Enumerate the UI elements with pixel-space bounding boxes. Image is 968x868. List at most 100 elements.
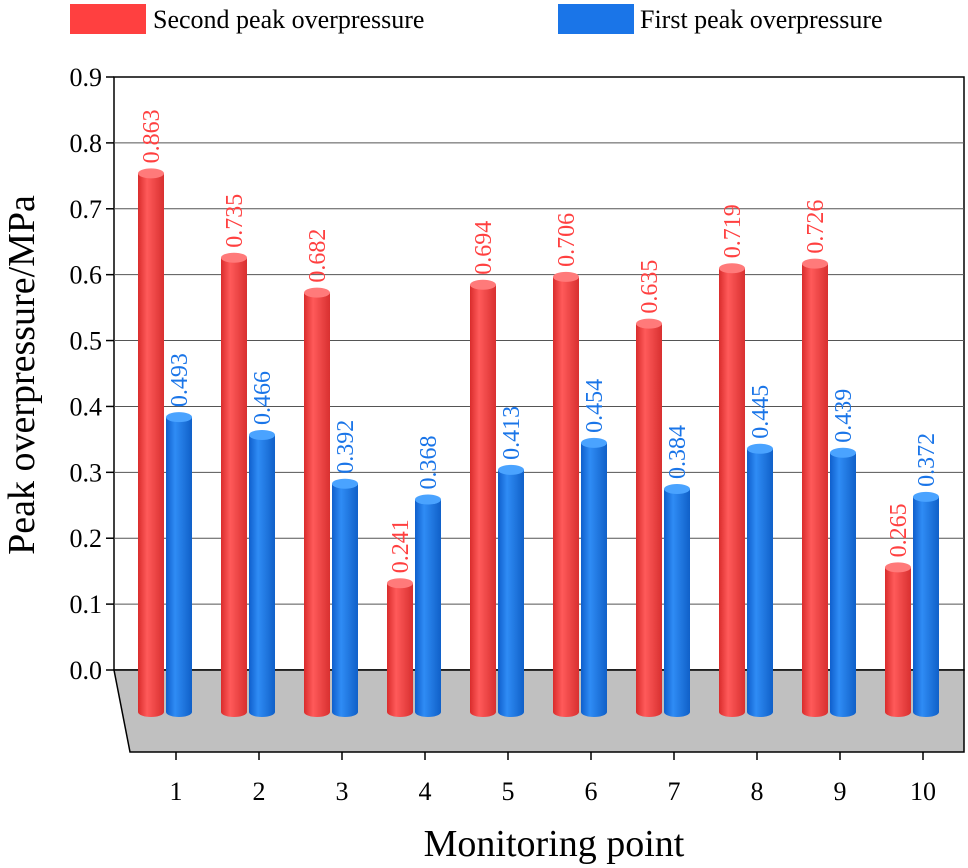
bar-cap [387,578,413,589]
bar-cap [885,562,911,573]
data-label: 0.241 [388,519,414,573]
bar-body [747,448,773,717]
x-tick-label: 10 [910,777,936,806]
data-label: 0.682 [305,229,331,283]
bar-body [166,417,192,717]
bar-second-peak [470,279,496,717]
x-tick-label: 3 [336,777,349,806]
data-label: 0.445 [748,385,774,439]
x-tick-label: 8 [751,777,764,806]
legend-label-first-peak: First peak overpressure [640,5,883,34]
data-label: 0.706 [554,213,580,267]
data-label: 0.635 [637,260,663,314]
bar-body [636,323,662,717]
x-axis-ticks: 1 2 3 4 5 6 7 8 9 10 [170,752,936,806]
bar-body [553,276,579,717]
bar-first-peak [249,429,275,717]
data-labels: 0.863 0.493 0.735 0.466 0.682 0.392 0.241 0.368… [139,109,940,573]
data-label: 0.493 [167,353,193,407]
bar-body [498,469,524,717]
bar-cap [913,491,939,502]
bar-second-peak [304,287,330,717]
y-tick-label: 0.5 [70,327,103,356]
bar-cap [470,279,496,290]
bar-first-peak [747,443,773,717]
y-tick-label: 0.4 [70,392,103,421]
x-tick-label: 7 [668,777,681,806]
bar-body [415,499,441,717]
y-tick-label: 0.8 [70,129,103,158]
data-label: 0.454 [582,379,608,433]
bar-body [802,263,828,717]
x-tick-label: 9 [834,777,847,806]
data-label: 0.863 [139,109,165,163]
data-label: 0.719 [720,204,746,258]
bar-body [470,284,496,717]
bar-second-peak [885,562,911,717]
data-label: 0.439 [831,389,857,443]
bar-cap [747,443,773,454]
bar-body [830,452,856,717]
legend: Second peak overpressure First peak over… [70,4,883,34]
y-tick-label: 0.6 [70,261,103,290]
bar-first-peak [166,412,192,717]
bar-cap [581,437,607,448]
bar-cap [332,478,358,489]
bars [138,168,939,717]
y-tick-label: 0.2 [70,524,103,553]
data-label: 0.265 [886,503,912,557]
data-label: 0.392 [333,420,359,474]
bar-cap [166,412,192,423]
bar-second-peak [221,252,247,717]
bar-second-peak [719,263,745,717]
bar-body [332,483,358,717]
x-tick-label: 1 [170,777,183,806]
bar-body [913,496,939,717]
data-label: 0.694 [471,221,497,275]
bar-body [387,583,413,717]
bar-cap [304,287,330,298]
bar-cap [830,447,856,458]
bar-cap [415,494,441,505]
data-label: 0.368 [416,436,442,490]
bar-second-peak [553,271,579,717]
y-tick-label: 0.7 [70,195,103,224]
bar-first-peak [581,437,607,717]
bar-cap [221,252,247,263]
y-tick-label: 0.3 [70,458,103,487]
x-axis-title: Monitoring point [424,823,685,865]
y-tick-label: 0.9 [70,63,103,92]
data-label: 0.735 [222,194,248,248]
legend-swatch-second-peak [70,4,146,34]
x-tick-label: 5 [502,777,515,806]
bar-first-peak [415,494,441,717]
bar-first-peak [332,478,358,717]
y-tick-label: 0.1 [70,590,103,619]
bar-body [304,292,330,717]
bar-cap [553,271,579,282]
x-tick-label: 4 [419,777,432,806]
bar-body [138,173,164,717]
bar-first-peak [913,491,939,717]
bar-cap [719,263,745,274]
bar-cap [138,168,164,179]
data-label: 0.726 [803,200,829,254]
bar-second-peak [636,318,662,717]
y-tick-label: 0.0 [70,656,103,685]
bar-second-peak [138,168,164,717]
bar-cap [802,258,828,269]
data-label: 0.384 [665,425,691,479]
bar-second-peak [802,258,828,717]
bar-first-peak [664,483,690,717]
y-axis-ticks: 0.0 0.1 0.2 0.3 0.4 0.5 0.6 0.7 0.8 0.9 [70,63,114,685]
bar-first-peak [498,464,524,717]
data-label: 0.413 [499,406,525,460]
bar-cap [636,318,662,329]
bar-first-peak [830,447,856,717]
bar-body [664,488,690,717]
bar-body [249,434,275,717]
data-label: 0.372 [914,433,940,487]
x-tick-label: 6 [585,777,598,806]
legend-label-second-peak: Second peak overpressure [153,5,424,34]
